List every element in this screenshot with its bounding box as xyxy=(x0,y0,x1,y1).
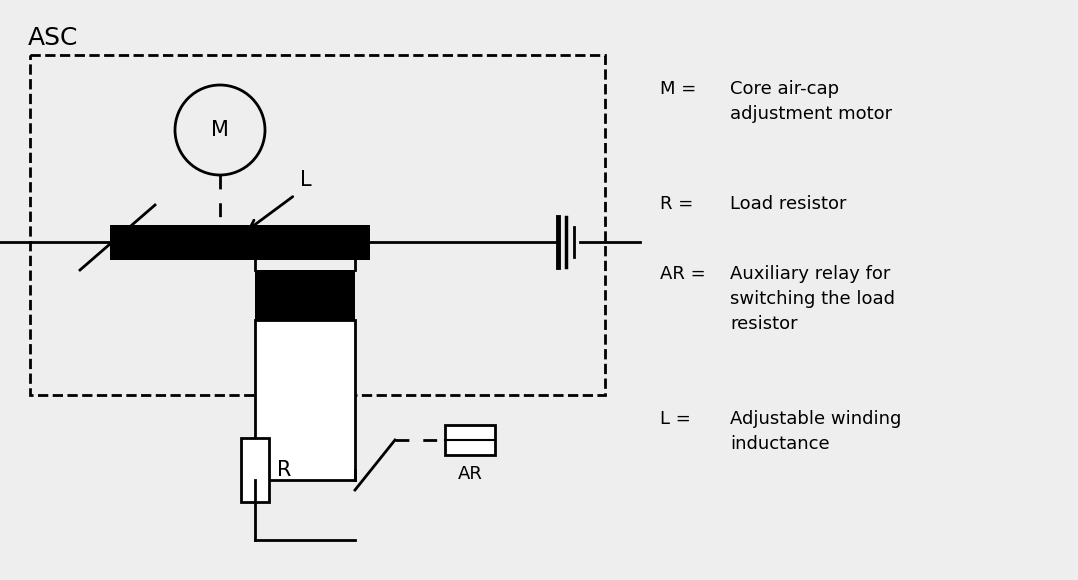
Text: R =: R = xyxy=(660,195,693,213)
Text: Load resistor: Load resistor xyxy=(730,195,846,213)
Bar xyxy=(241,438,270,502)
Text: R: R xyxy=(277,460,291,480)
Text: L: L xyxy=(300,170,312,190)
Bar xyxy=(255,270,355,320)
Text: AR: AR xyxy=(457,465,483,483)
Bar xyxy=(445,425,495,455)
Text: M =: M = xyxy=(660,80,696,98)
Text: AR =: AR = xyxy=(660,265,706,283)
Text: L =: L = xyxy=(660,410,691,428)
Text: M: M xyxy=(211,120,229,140)
Text: Auxiliary relay for
switching the load
resistor: Auxiliary relay for switching the load r… xyxy=(730,265,895,333)
Text: Core air-cap
adjustment motor: Core air-cap adjustment motor xyxy=(730,80,893,123)
Text: Adjustable winding
inductance: Adjustable winding inductance xyxy=(730,410,901,453)
Bar xyxy=(30,55,605,395)
Text: ASC: ASC xyxy=(28,26,79,50)
Bar xyxy=(255,320,355,480)
Bar xyxy=(110,225,370,260)
